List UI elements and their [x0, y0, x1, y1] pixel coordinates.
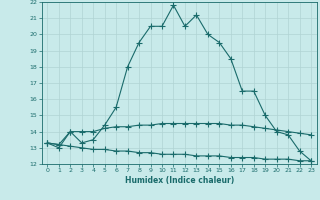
X-axis label: Humidex (Indice chaleur): Humidex (Indice chaleur) [124, 176, 234, 185]
